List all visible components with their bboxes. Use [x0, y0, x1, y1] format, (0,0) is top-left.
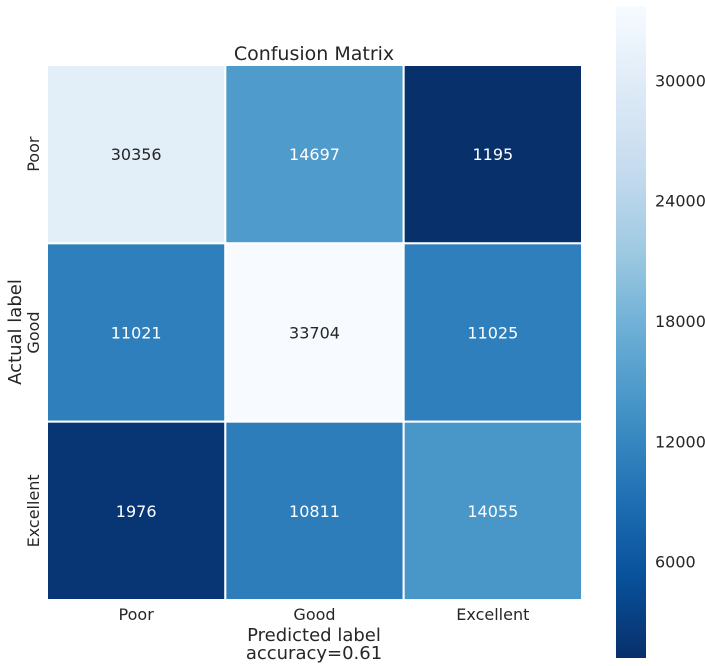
heatmap-cells	[46, 64, 583, 601]
cell-value-label-r0-c1: 14697	[289, 145, 340, 164]
y-tick-label: Excellent	[24, 474, 43, 547]
heatmap-cell-r0-c2	[402, 64, 583, 245]
cell-value-label-r1-c2: 11025	[467, 324, 518, 343]
heatmap-cell-r2-c0	[46, 420, 227, 601]
heatmap-cell-r2-c1	[224, 420, 405, 601]
y-tick-label: Good	[24, 311, 43, 353]
colorbar-tick-label: 12000	[655, 432, 705, 451]
heatmap-cell-r2-c2	[402, 420, 583, 601]
y-axis-label: Actual label	[5, 279, 26, 385]
heatmap-cell-labels: 30356 14697 1195 11021 33704 11025 1976 10811 14…	[111, 145, 519, 521]
x-axis-sublabel: accuracy=0.61	[246, 643, 382, 664]
cell-value-label-r1-c1: 33704	[289, 324, 340, 343]
colorbar-tick-label: 6000	[655, 553, 696, 572]
x-axis-label: Predicted label	[247, 625, 381, 646]
heatmap-cell-r1-c1	[224, 242, 405, 423]
x-tick-labels: Poor Good Excellent	[119, 605, 530, 624]
colorbar	[616, 6, 646, 658]
y-tick-labels: Poor Good Excellent	[24, 136, 43, 547]
cell-value-label-r2-c0: 1976	[116, 502, 157, 521]
heatmap-cell-r0-c1	[224, 64, 405, 245]
cell-value-label-r0-c0: 30356	[111, 145, 162, 164]
heatmap-cell-r1-c0	[46, 242, 227, 423]
colorbar-tick-label: 24000	[655, 192, 705, 211]
x-tick-label: Poor	[119, 605, 155, 624]
cell-value-label-r0-c2: 1195	[472, 145, 513, 164]
colorbar-tick-label: 30000	[655, 71, 705, 90]
colorbar-tick-labels: 6000 12000 18000 24000 30000	[655, 71, 705, 571]
cell-value-label-r2-c1: 10811	[289, 502, 340, 521]
colorbar-tick-label: 18000	[655, 312, 705, 331]
cell-value-label-r1-c0: 11021	[111, 324, 162, 343]
chart-title: Confusion Matrix	[234, 43, 394, 65]
cell-value-label-r2-c2: 14055	[467, 502, 518, 521]
heatmap-cell-r1-c2	[402, 242, 583, 423]
x-tick-label: Excellent	[456, 605, 529, 624]
y-tick-label: Poor	[24, 136, 43, 172]
heatmap-cell-r0-c0	[46, 64, 227, 245]
x-tick-label: Good	[293, 605, 335, 624]
